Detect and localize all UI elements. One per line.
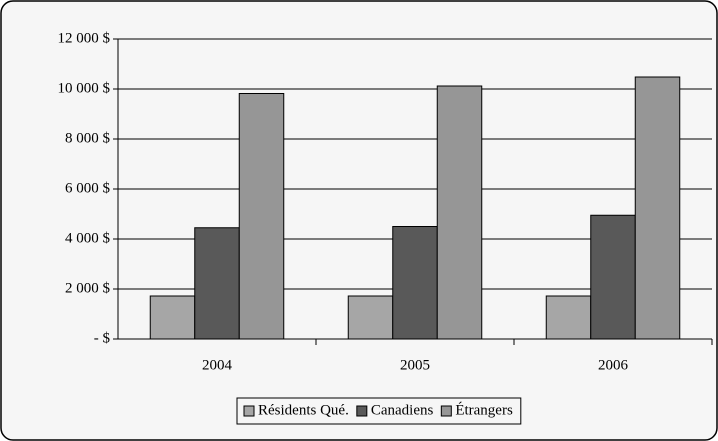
y-tick-label: 12 000 $ — [58, 30, 111, 46]
bar — [392, 226, 438, 340]
bar — [545, 295, 592, 340]
bar — [590, 214, 636, 340]
legend-swatch — [243, 405, 255, 417]
y-tick-label: 4 000 $ — [65, 230, 111, 246]
y-tick-label: 8 000 $ — [65, 130, 111, 146]
x-tick-label: 2006 — [598, 357, 629, 373]
legend-label: Étrangers — [455, 401, 513, 418]
y-tick-label: 10 000 $ — [58, 80, 111, 96]
bar — [149, 295, 196, 340]
legend-swatch — [356, 405, 368, 417]
x-tick-label: 2004 — [202, 357, 233, 373]
y-tick-label: - $ — [94, 330, 111, 346]
y-tick-label: 6 000 $ — [65, 180, 111, 196]
bar — [347, 295, 394, 340]
bar — [194, 227, 240, 340]
legend-swatch — [440, 405, 452, 417]
legend-box — [236, 397, 522, 425]
bar — [436, 85, 483, 340]
bar — [634, 76, 681, 340]
y-tick-label: 2 000 $ — [65, 280, 111, 296]
x-tick-label: 2005 — [400, 357, 430, 373]
legend-label: Résidents Qué. — [258, 402, 349, 418]
legend-label: Canadiens — [371, 402, 434, 418]
bar — [238, 93, 285, 340]
